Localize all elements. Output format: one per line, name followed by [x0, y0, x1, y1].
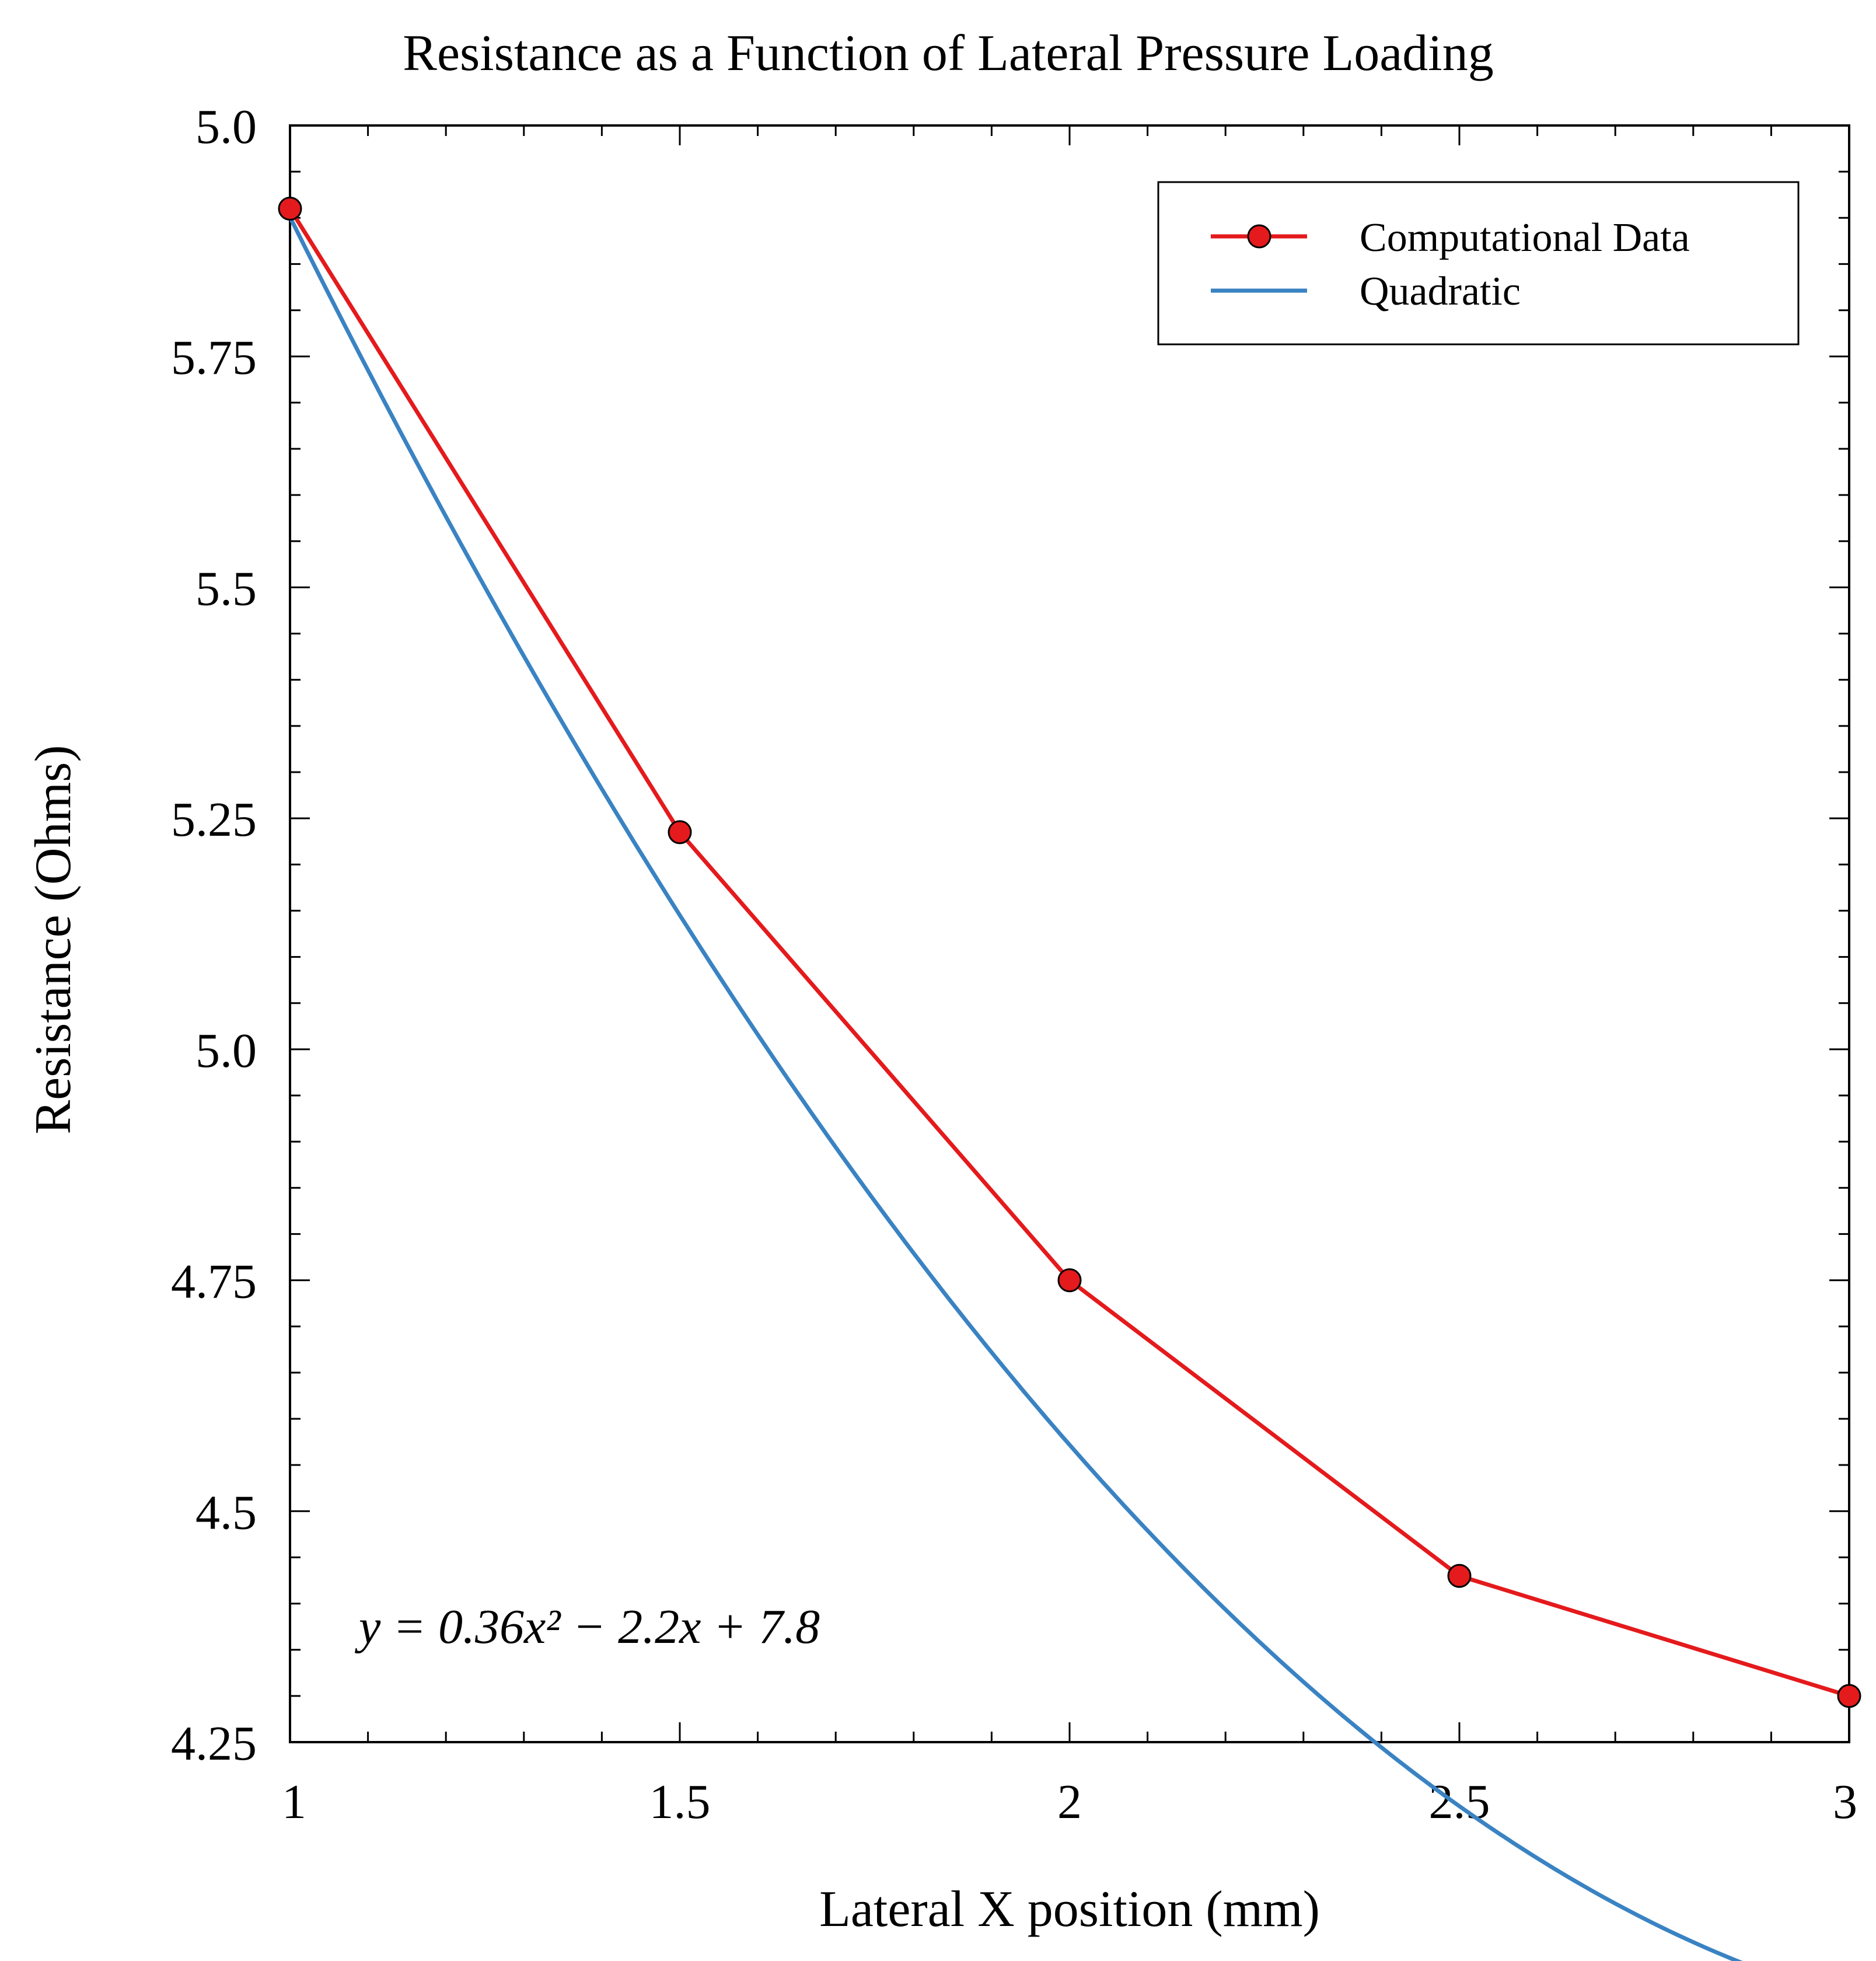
chart-title: Resistance as a Function of Lateral Pres… [403, 25, 1493, 82]
y-tick-label: 5.0 [195, 1024, 257, 1078]
y-tick-label: 5.75 [171, 331, 257, 385]
computational-data-point [1447, 1564, 1472, 1588]
y-tick-label: 4.75 [171, 1255, 257, 1309]
legend: Computational Data Quadratic [1157, 181, 1800, 346]
quadratic-fit-curve [288, 216, 1743, 1961]
y-axis-title: Resistance (Ohms) [25, 745, 82, 1134]
y-tick-label: 4.25 [171, 1716, 257, 1771]
computational-data-point [1837, 1684, 1861, 1708]
x-axis-title: Lateral X position (mm) [819, 1881, 1320, 1938]
fit-equation: y = 0.36x² − 2.2x + 7.8 [354, 1600, 820, 1654]
legend-computational-data-marker [1247, 224, 1271, 249]
x-tick-label: 3 [1833, 1775, 1857, 1829]
legend-quadratic-label: Quadratic [1360, 269, 1521, 314]
legend-box [1157, 181, 1800, 346]
x-tick-label: 1 [282, 1775, 306, 1829]
x-axis-tick-labels: 1 1.5 2 2.5 3 [282, 1775, 1857, 1829]
x-tick-label: 2 [1057, 1775, 1082, 1829]
y-tick-label: 4.5 [195, 1485, 257, 1540]
y-tick-label: 5.25 [171, 793, 257, 847]
x-tick-label: 1.5 [649, 1775, 711, 1829]
axis-ticks [289, 124, 1850, 1743]
computational-data-line [288, 207, 1850, 1698]
plot-frame [289, 124, 1850, 1743]
y-tick-label: 5.5 [195, 561, 257, 616]
y-axis-tick-labels: 4.25 4.5 4.75 5.0 5.25 5.5 5.75 5.0 [171, 100, 257, 1771]
computational-data-point [1057, 1268, 1082, 1293]
y-tick-label: 5.0 [195, 100, 257, 154]
series-layer [278, 196, 1861, 1961]
computational-data-point [278, 196, 302, 221]
computational-data-point [668, 820, 692, 845]
legend-computational-data-label: Computational Data [1360, 215, 1690, 260]
